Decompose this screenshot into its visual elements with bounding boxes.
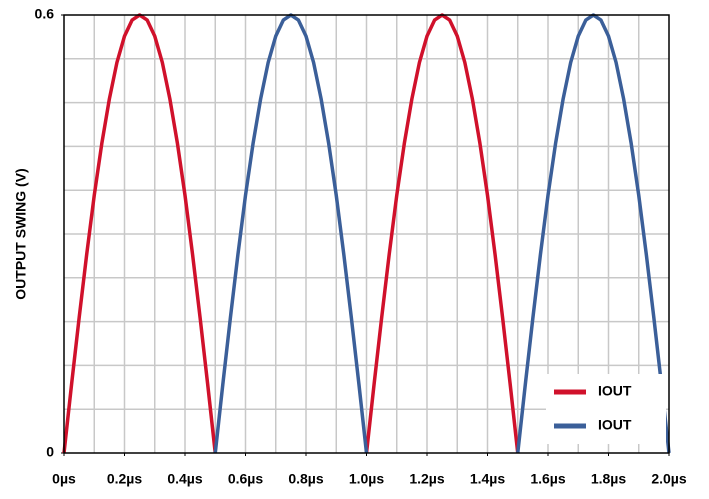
x-tick-label: 1.6µs [530, 471, 566, 487]
x-tick-label: 0.4µs [167, 471, 203, 487]
x-tick-label: 0.2µs [107, 471, 143, 487]
legend-label: IOUT [598, 417, 632, 433]
x-tick-label: 0µs [52, 471, 76, 487]
y-tick-label: 0 [46, 444, 54, 460]
x-tick-label: 2.0µs [651, 471, 687, 487]
legend-box [546, 374, 666, 444]
x-tick-label: 0.8µs [288, 471, 324, 487]
x-tick-label: 0.6µs [228, 471, 264, 487]
x-tick-label: 1.2µs [409, 471, 445, 487]
y-axis-label: OUTPUT SWING (V) [13, 168, 29, 299]
x-tick-label: 1.8µs [591, 471, 627, 487]
x-tick-label: 1.0µs [349, 471, 385, 487]
y-tick-label: 0.6 [35, 6, 55, 22]
plot-frame [63, 14, 670, 454]
legend-label: IOUT [598, 383, 632, 399]
x-tick-label: 1.4µs [470, 471, 506, 487]
